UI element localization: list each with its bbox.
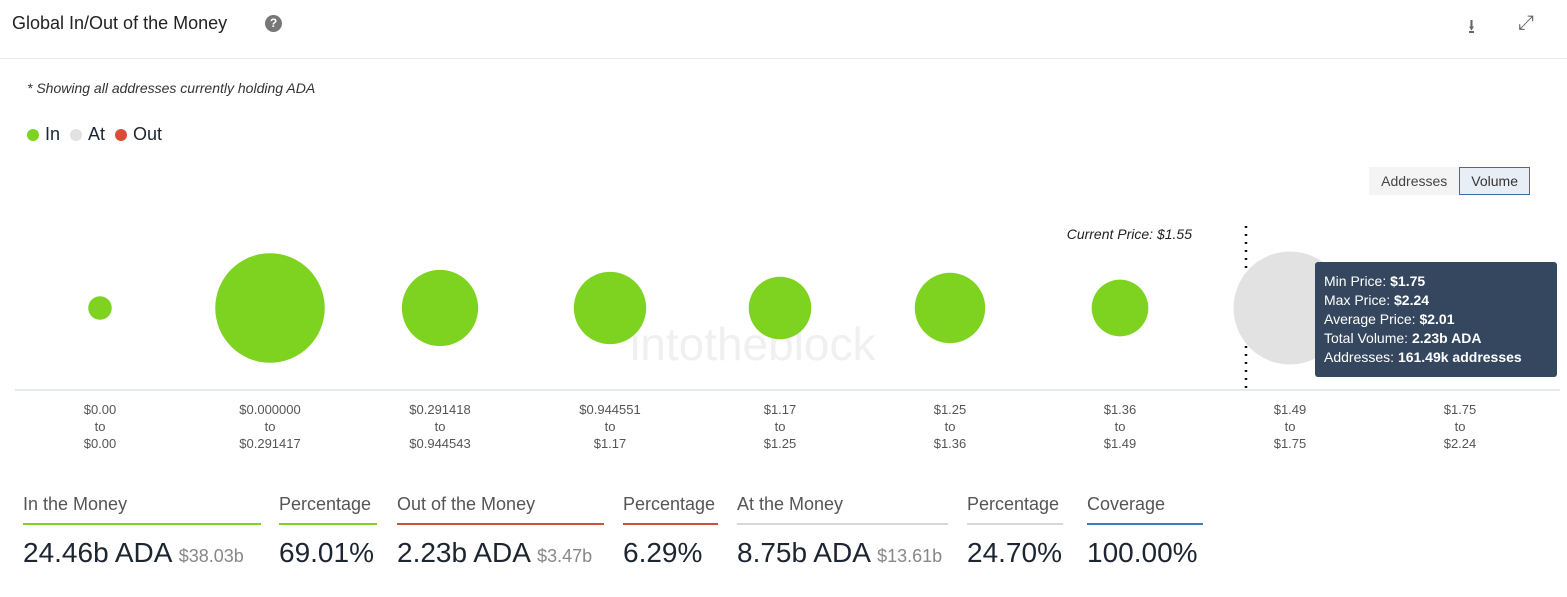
stat-value-text: 24.70%: [967, 537, 1062, 568]
stat-label: In the Money: [23, 494, 261, 525]
stat-value: 100.00%: [1087, 537, 1203, 569]
in-dot-icon: [27, 128, 39, 141]
stat-label: Percentage: [279, 494, 377, 525]
out-dot-icon: [115, 128, 128, 141]
legend-label: Out: [133, 124, 163, 144]
bubble-in[interactable]: [748, 276, 812, 340]
stat-value: 24.70%: [967, 537, 1063, 569]
bucket-to-word: to: [945, 419, 956, 434]
bucket-from-label: $0.000000: [239, 402, 300, 417]
tooltip-row: Min Price: $1.75: [1324, 273, 1426, 289]
tooltip-row: Addresses: 161.49k addresses: [1324, 349, 1522, 365]
bubble-in[interactable]: [88, 296, 112, 320]
stat-label: Percentage: [623, 494, 718, 525]
watermark: intotheblock: [630, 318, 876, 370]
tooltip-row: Max Price: $2.24: [1324, 292, 1430, 308]
bucket-from-label: $1.25: [934, 402, 967, 417]
stat-label: Percentage: [967, 494, 1063, 525]
bucket-to-word: to: [1115, 419, 1126, 434]
stat-usd-value: $13.61b: [877, 546, 943, 566]
note: * Showing all addresses currently holdin…: [27, 80, 316, 96]
bucket-to-label: $1.36: [934, 436, 967, 451]
stat-4: At the Money 8.75b ADA $13.61b: [737, 494, 948, 569]
stat-label: At the Money: [737, 494, 948, 525]
bucket-to-label: $0.944543: [409, 436, 470, 451]
bubble-in[interactable]: [914, 272, 986, 344]
legend-in[interactable]: In: [27, 124, 60, 145]
stat-2: Out of the Money 2.23b ADA $3.47b: [397, 494, 604, 569]
stat-1: Percentage 69.01%: [279, 494, 377, 569]
tooltip-row: Average Price: $2.01: [1324, 311, 1455, 327]
at-dot-icon: [70, 128, 83, 141]
stat-value: 2.23b ADA $3.47b: [397, 537, 604, 569]
bubble-chart: intotheblock Current Price: $1.55 $0.00 t…: [15, 226, 1560, 451]
bucket-to-label: $2.24: [1444, 436, 1477, 451]
bucket-to-word: to: [95, 419, 106, 434]
stat-value-text: 8.75b ADA: [737, 537, 870, 568]
bubble-in[interactable]: [401, 269, 479, 347]
bucket-from-label: $1.17: [764, 402, 797, 417]
bucket-from-label: $0.00: [84, 402, 117, 417]
tooltip: Min Price: $1.75 Max Price: $2.24 Averag…: [1315, 262, 1557, 377]
bucket-to-word: to: [775, 419, 786, 434]
bucket-to-word: to: [1455, 419, 1466, 434]
bucket-to-word: to: [265, 419, 276, 434]
stat-value-text: 69.01%: [279, 537, 374, 568]
bucket-to-label: $0.291417: [239, 436, 300, 451]
bucket-to-word: to: [1285, 419, 1296, 434]
bucket-to-label: $1.49: [1104, 436, 1137, 451]
stat-value-text: 2.23b ADA: [397, 537, 530, 568]
bucket-to-label: $1.75: [1274, 436, 1307, 451]
legend: In At Out: [27, 124, 162, 145]
question-circle-icon[interactable]: ?: [265, 15, 282, 32]
download-icon[interactable]: ⭳: [1468, 16, 1475, 38]
bucket-from-label: $0.944551: [579, 402, 640, 417]
addresses-button[interactable]: Addresses: [1369, 167, 1460, 195]
header: Global In/Out of the Money ? ⭳ ⤢: [0, 0, 1567, 59]
tooltip-row: Total Volume: 2.23b ADA: [1324, 330, 1482, 346]
stat-value: 24.46b ADA $38.03b: [23, 537, 261, 569]
bucket-from-label: $0.291418: [409, 402, 470, 417]
bucket-to-word: to: [605, 419, 616, 434]
stat-label: Coverage: [1087, 494, 1203, 525]
legend-out[interactable]: Out: [115, 124, 162, 145]
metric-toggle: Addresses Volume: [1369, 167, 1530, 195]
stat-value-text: 24.46b ADA: [23, 537, 171, 568]
stat-3: Percentage 6.29%: [623, 494, 718, 569]
volume-button[interactable]: Volume: [1459, 167, 1530, 195]
bucket-to-label: $0.00: [84, 436, 117, 451]
bubble-in[interactable]: [215, 253, 325, 363]
bucket-to-label: $1.17: [594, 436, 627, 451]
current-price-label: Current Price: $1.55: [1067, 226, 1192, 242]
expand-icon[interactable]: ⤢: [1518, 12, 1534, 34]
stat-6: Coverage 100.00%: [1087, 494, 1203, 569]
stat-5: Percentage 24.70%: [967, 494, 1063, 569]
bucket-to-label: $1.25: [764, 436, 797, 451]
bubble-in[interactable]: [573, 271, 647, 345]
legend-at[interactable]: At: [70, 124, 105, 145]
bucket-to-word: to: [435, 419, 446, 434]
stat-usd-value: $3.47b: [537, 546, 593, 566]
chart-title: Global In/Out of the Money: [12, 13, 228, 33]
stat-value: 69.01%: [279, 537, 377, 569]
legend-label: At: [88, 124, 106, 144]
bubble-in[interactable]: [1091, 279, 1149, 337]
bucket-from-label: $1.75: [1444, 402, 1477, 417]
stat-0: In the Money 24.46b ADA $38.03b: [23, 494, 261, 569]
stat-label: Out of the Money: [397, 494, 604, 525]
legend-label: In: [45, 124, 61, 144]
stat-value: 8.75b ADA $13.61b: [737, 537, 948, 569]
stat-value-text: 100.00%: [1087, 537, 1198, 568]
bucket-from-label: $1.49: [1274, 402, 1307, 417]
stat-value-text: 6.29%: [623, 537, 703, 568]
bucket-from-label: $1.36: [1104, 402, 1137, 417]
stat-value: 6.29%: [623, 537, 718, 569]
stat-usd-value: $38.03b: [178, 546, 244, 566]
